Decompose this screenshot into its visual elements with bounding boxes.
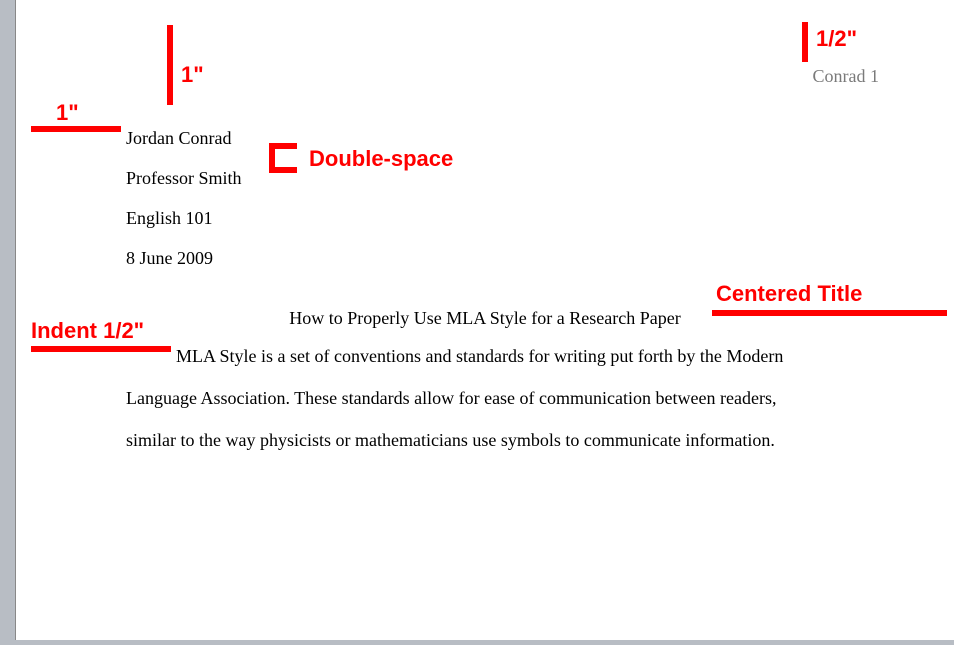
document-page: 1/2" Conrad 1 1" 1" Jordan Conrad Profes… [15, 0, 954, 640]
body-line-1: MLA Style is a set of conventions and st… [176, 346, 783, 367]
author-name: Jordan Conrad [126, 128, 231, 149]
body-line-3: similar to the way physicists or mathema… [126, 430, 775, 451]
double-space-label: Double-space [309, 148, 453, 170]
body-line-2: Language Association. These standards al… [126, 388, 776, 409]
running-header: Conrad 1 [813, 66, 880, 87]
header-margin-indicator-line [802, 22, 808, 62]
centered-title-label: Centered Title [716, 283, 862, 305]
indent-label: Indent 1/2" [31, 320, 144, 342]
course-name: English 101 [126, 208, 213, 229]
paper-title: How to Properly Use MLA Style for a Rese… [16, 308, 954, 329]
top-margin-label: 1" [181, 64, 204, 86]
indent-indicator-line [31, 346, 171, 352]
document-date: 8 June 2009 [126, 248, 213, 269]
double-space-bracket-bottom [269, 167, 297, 173]
left-margin-label: 1" [56, 102, 79, 124]
left-margin-indicator-line [31, 126, 121, 132]
header-margin-label: 1/2" [816, 28, 857, 50]
professor-name: Professor Smith [126, 168, 242, 189]
top-margin-indicator-line [167, 25, 173, 105]
